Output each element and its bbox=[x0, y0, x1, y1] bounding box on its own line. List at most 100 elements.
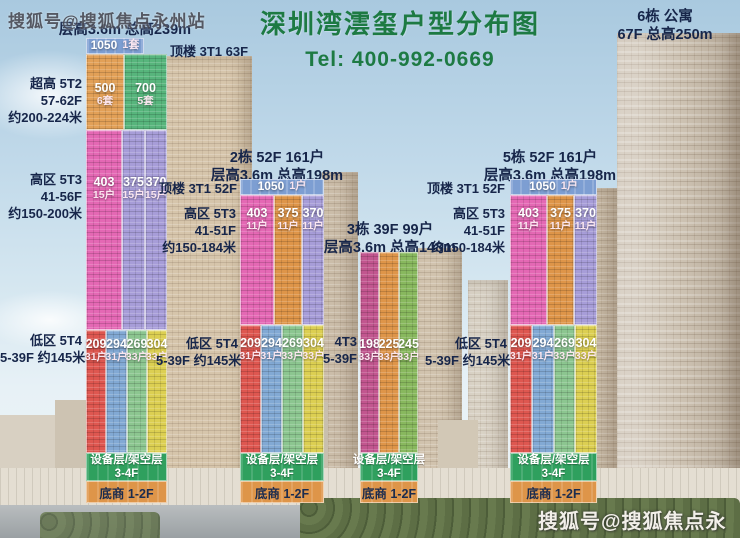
block-count: 15户 bbox=[92, 189, 116, 202]
tower1-block-209: 209 31户 bbox=[84, 330, 108, 453]
block-count: 33户 bbox=[145, 351, 169, 364]
tower1-low-label: 低区 5T4 5-39F 约145米 bbox=[0, 333, 86, 365]
block-count: 15户 bbox=[144, 189, 168, 202]
block-count: 11户 bbox=[517, 220, 540, 233]
tower5-low-label: 低区 5T4 5-39F 约145米 bbox=[425, 336, 511, 368]
tower1-roof-label: 顶楼 3T1 63F bbox=[170, 44, 249, 59]
tower3-zone-label: 4T3 5-39F bbox=[323, 334, 357, 366]
tower5-block-269: 269 33户 bbox=[553, 325, 576, 453]
tower5-block-294: 294 31户 bbox=[532, 325, 554, 453]
page-title: 深圳湾澐玺户型分布图 bbox=[259, 9, 540, 39]
block-count: 33户 bbox=[553, 350, 576, 363]
tower1-penthouse-count: 1套 bbox=[122, 39, 140, 52]
block-count: 31户 bbox=[84, 351, 108, 364]
tower1-shop-band: 底商 1-2F bbox=[86, 481, 167, 503]
block-area: 269 bbox=[282, 336, 303, 350]
block-count: 11户 bbox=[549, 220, 572, 233]
tower2-block-403: 403 11户 bbox=[240, 195, 274, 325]
block-area: 375 bbox=[277, 206, 299, 220]
tower1-high-label: 高区 5T3 41-56F 约150-200米 bbox=[8, 172, 82, 221]
tower2-shop-band: 底商 1-2F bbox=[240, 481, 324, 503]
watermark-bottom-right: 搜狐号@搜狐焦点永州站 bbox=[538, 511, 727, 533]
block-count: 33户 bbox=[281, 350, 304, 363]
tower1-block-375: 375 15户 bbox=[122, 130, 145, 330]
block-count: 31户 bbox=[239, 350, 262, 363]
block-area: 198 bbox=[359, 337, 380, 351]
tower5-penthouse-bar: 1050 1户 bbox=[510, 179, 597, 195]
tower1-penthouse-area: 1050 bbox=[90, 38, 118, 53]
block-area: 403 bbox=[246, 206, 268, 220]
tower5-penthouse-area: 1050 bbox=[529, 179, 556, 194]
tower3-block-245: 245 33户 bbox=[397, 252, 420, 453]
block-area: 269 bbox=[126, 337, 148, 351]
tower2-block-269: 269 33户 bbox=[281, 325, 304, 453]
tower5-penthouse-count: 1户 bbox=[560, 180, 578, 193]
block-count: 5套 bbox=[137, 95, 154, 108]
block-area: 245 bbox=[398, 337, 419, 351]
block-count: 11户 bbox=[302, 220, 324, 233]
tower2-block-209: 209 31户 bbox=[239, 325, 262, 453]
tower2-equipment-band: 设备层/架空层 3-4F bbox=[240, 453, 324, 481]
block-area: 294 bbox=[261, 336, 282, 350]
tower2-roof-label: 顶楼 3T1 52F bbox=[158, 181, 237, 196]
block-count: 31户 bbox=[509, 350, 533, 363]
tower5-block-403: 403 11户 bbox=[510, 195, 547, 325]
block-area: 370 bbox=[145, 175, 167, 189]
block-area: 294 bbox=[532, 336, 554, 350]
block-count: 33户 bbox=[574, 350, 598, 363]
tower1-block-700: 700 5套 bbox=[124, 54, 167, 130]
phone-number: Tel: 400-992-0669 bbox=[305, 47, 495, 71]
block-area: 403 bbox=[93, 175, 115, 189]
block-area: 403 bbox=[518, 206, 539, 220]
tower5-high-label: 高区 5T3 41-51F 约150-184米 bbox=[431, 206, 505, 255]
tower5-block-375: 375 11户 bbox=[547, 195, 574, 325]
tower6-title: 6栋 公寓 67F 总高250m bbox=[617, 9, 713, 44]
block-area: 304 bbox=[303, 336, 324, 350]
tower2-penthouse-bar: 1050 1户 bbox=[240, 179, 324, 195]
trees bbox=[300, 498, 740, 538]
tower5-block-209: 209 31户 bbox=[510, 325, 532, 453]
tower1-block-304: 304 33户 bbox=[145, 330, 169, 453]
tower5-block-304: 304 33户 bbox=[575, 325, 597, 453]
tower2-block-304: 304 33户 bbox=[302, 325, 325, 453]
photo-tower-5-side bbox=[595, 188, 618, 538]
block-count: 11户 bbox=[574, 220, 597, 233]
tower2-penthouse-area: 1050 bbox=[257, 179, 285, 194]
block-area: 700 bbox=[135, 81, 156, 95]
block-area: 500 bbox=[94, 81, 116, 95]
photo-tower-1-side bbox=[160, 56, 252, 538]
tower2-block-375: 375 11户 bbox=[274, 195, 302, 325]
tower3-block-225: 225 33户 bbox=[377, 252, 401, 453]
block-count: 31户 bbox=[105, 351, 128, 364]
tower3-title: 3栋 39F 99户 层高3.6m 总高148m bbox=[323, 222, 457, 257]
block-count: 31户 bbox=[260, 350, 283, 363]
tower2-block-370: 370 11户 bbox=[302, 195, 324, 325]
block-area: 375 bbox=[550, 206, 571, 220]
block-area: 304 bbox=[575, 336, 597, 350]
tower1-superhigh-label: 超高 5T2 57-62F 约200-224米 bbox=[8, 76, 82, 125]
block-count: 33户 bbox=[125, 351, 149, 364]
block-area: 209 bbox=[240, 336, 261, 350]
tower3-equipment-band: 设备层/架空层 3-4F bbox=[352, 453, 426, 481]
block-count: 6套 bbox=[96, 95, 114, 108]
photo-tower-6 bbox=[617, 33, 740, 538]
tower3-shop-band: 底商 1-2F bbox=[360, 481, 418, 503]
tower5-block-370: 370 11户 bbox=[574, 195, 597, 325]
equipment-floors: 3-4F bbox=[114, 468, 139, 480]
block-area: 225 bbox=[378, 337, 400, 351]
tower1-spec: 层高3.6m 总高239m bbox=[58, 22, 192, 38]
watermark-top-left: 搜狐号@搜狐焦点永州站 bbox=[8, 12, 206, 31]
tower2-high-label: 高区 5T3 41-51F 约150-184米 bbox=[162, 206, 236, 255]
tower5-equipment-band: 设备层/架空层 3-4F bbox=[510, 453, 597, 481]
block-count: 15户 bbox=[122, 189, 145, 202]
block-area: 209 bbox=[510, 336, 532, 350]
block-area: 370 bbox=[575, 206, 596, 220]
block-count: 33户 bbox=[397, 351, 420, 364]
block-area: 294 bbox=[106, 337, 127, 351]
block-count: 33户 bbox=[377, 351, 401, 364]
block-count: 11户 bbox=[277, 220, 299, 233]
tower1-block-403: 403 15户 bbox=[86, 130, 122, 330]
tower1-block-269: 269 33户 bbox=[125, 330, 149, 453]
block-area: 375 bbox=[123, 175, 144, 189]
